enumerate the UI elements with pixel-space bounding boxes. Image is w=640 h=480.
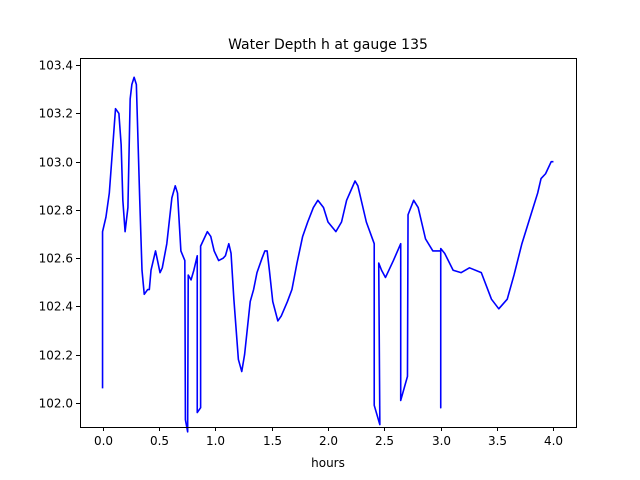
- y-tick-label: 103.4: [39, 59, 73, 73]
- chart-title: Water Depth h at gauge 135: [228, 37, 428, 53]
- y-tick-label: 102.6: [39, 252, 73, 266]
- x-tick-label: 2.0: [319, 434, 338, 448]
- y-tick-label: 103.0: [39, 156, 73, 170]
- y-tick-label: 102.4: [39, 300, 73, 314]
- x-axis: 0.0 0.5 1.0 1.5 2.0 2.5 3.0 3.5 4.0: [94, 427, 563, 448]
- x-tick-label: 4.0: [544, 434, 563, 448]
- series-line-h: [101, 76, 554, 433]
- y-tick-label: 103.2: [39, 107, 73, 121]
- x-tick-label: 3.0: [432, 434, 451, 448]
- x-axis-label: hours: [311, 456, 345, 470]
- x-tick-label: 1.5: [263, 434, 282, 448]
- x-tick-label: 1.0: [206, 434, 225, 448]
- y-tick-label: 102.0: [39, 397, 73, 411]
- x-tick-label: 2.5: [375, 434, 394, 448]
- x-tick-label: 0.0: [94, 434, 113, 448]
- x-tick-label: 0.5: [150, 434, 169, 448]
- y-tick-label: 102.8: [39, 204, 73, 218]
- plot-area: [101, 76, 554, 433]
- y-tick-label: 102.2: [39, 349, 73, 363]
- x-tick-label: 3.5: [488, 434, 507, 448]
- y-axis: 102.0 102.2 102.4 102.6 102.8 103.0 103.2 103.4: [39, 59, 80, 411]
